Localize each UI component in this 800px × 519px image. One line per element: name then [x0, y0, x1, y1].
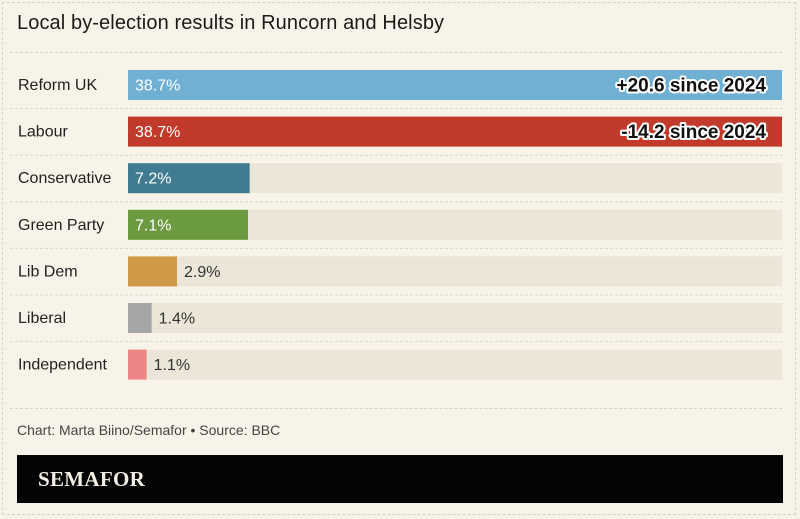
change-annotation: +20.6 since 2024: [617, 76, 767, 97]
bar: [128, 70, 782, 100]
bar: [128, 303, 152, 333]
bar-chart: Reform UK 38.7% +20.6 since 2024 Labour 38.7…: [10, 70, 782, 380]
category-label: Labour: [18, 124, 68, 141]
category-label: Liberal: [18, 310, 66, 327]
category-label: Green Party: [18, 217, 104, 234]
category-label: Lib Dem: [18, 263, 78, 280]
category-label: Conservative: [18, 170, 111, 187]
bar: [128, 256, 178, 287]
bar-track: [128, 256, 782, 287]
semafor-logo: SEMAFOR: [38, 467, 146, 491]
value-label: 38.7%: [135, 78, 180, 95]
bar: [128, 163, 250, 194]
bar-track: [128, 303, 782, 333]
change-annotation: -14.2 since 2024: [621, 122, 766, 143]
bar: [128, 209, 248, 240]
chart-title: Local by-election results in Runcorn and…: [17, 12, 445, 34]
footer-bar: SEMAFOR: [17, 455, 783, 503]
title-divider: [10, 52, 782, 53]
category-label: Reform UK: [18, 77, 97, 94]
value-label: 2.9%: [184, 264, 220, 281]
value-label: 1.1%: [154, 357, 190, 374]
bar: [128, 349, 147, 380]
value-label: 38.7%: [135, 124, 180, 141]
bar-track: [128, 349, 782, 380]
category-label: Independent: [18, 357, 108, 374]
value-label: 7.2%: [135, 171, 171, 188]
value-label: 1.4%: [159, 311, 195, 328]
source-divider: [10, 408, 782, 409]
source-credit: Chart: Marta Biino/Semafor • Source: BBC: [17, 422, 281, 438]
bar: [128, 116, 782, 147]
value-label: 7.1%: [135, 217, 171, 234]
